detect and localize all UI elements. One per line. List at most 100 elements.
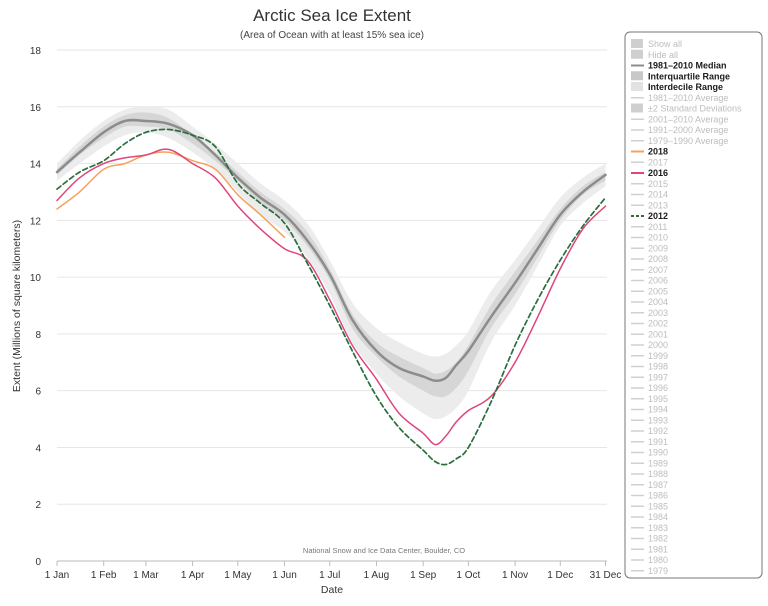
legend-item[interactable]: 1990 <box>631 448 668 458</box>
legend-item[interactable]: 2012 <box>631 211 668 221</box>
legend-label: 1979 <box>648 566 668 576</box>
legend-item[interactable]: Interdecile Range <box>631 82 723 92</box>
legend-item[interactable]: 2008 <box>631 254 668 264</box>
legend-label: Interdecile Range <box>648 82 723 92</box>
x-tick-label: 1 May <box>224 570 251 581</box>
legend-item[interactable]: 2001 <box>631 329 668 339</box>
x-tick-label: 1 Dec <box>547 570 573 581</box>
legend-label: 1992 <box>648 426 668 436</box>
x-tick-label: 1 Jun <box>272 570 296 581</box>
legend-item[interactable]: 1981 <box>631 544 668 554</box>
legend-item[interactable]: 1996 <box>631 383 668 393</box>
legend-label: 1990 <box>648 448 668 458</box>
legend-item[interactable]: 1980 <box>631 555 668 565</box>
legend-item[interactable]: 2015 <box>631 179 668 189</box>
y-tick-label: 6 <box>35 387 41 398</box>
legend-label: 2010 <box>648 233 668 243</box>
x-tick-label: 1 Apr <box>181 570 205 581</box>
legend-item[interactable]: 2013 <box>631 200 668 210</box>
legend-item[interactable]: 1993 <box>631 415 668 425</box>
x-tick-label: 1 Aug <box>364 570 390 581</box>
legend-item[interactable]: 2001–2010 Average <box>631 114 728 124</box>
y-tick-label: 10 <box>30 273 42 284</box>
legend-item[interactable]: 1984 <box>631 512 668 522</box>
legend-item[interactable]: 2004 <box>631 297 668 307</box>
legend-label: 2009 <box>648 243 668 253</box>
x-tick-label: 1 Feb <box>91 570 117 581</box>
legend-item[interactable]: 2005 <box>631 286 668 296</box>
legend-item[interactable]: 2003 <box>631 308 668 318</box>
legend-label: 2006 <box>648 276 668 286</box>
legend-item[interactable]: 2009 <box>631 243 668 253</box>
legend-item[interactable]: 2007 <box>631 265 668 275</box>
legend-swatch <box>631 39 643 48</box>
legend-item[interactable]: 1998 <box>631 362 668 372</box>
legend-item[interactable]: 1986 <box>631 491 668 501</box>
legend-item[interactable]: 1981–2010 Average <box>631 93 728 103</box>
legend-label: 1980 <box>648 555 668 565</box>
legend-label: 2001 <box>648 329 668 339</box>
series-line <box>55 118 607 383</box>
legend-label: 1981–2010 Median <box>648 61 727 71</box>
y-axis-title: Extent (Millions of square kilometers) <box>11 220 23 392</box>
legend-label: 1979–1990 Average <box>648 136 728 146</box>
legend-label: 2011 <box>648 222 667 232</box>
legend-item[interactable]: 1981–2010 Median <box>631 61 727 71</box>
legend-item[interactable]: 2002 <box>631 319 668 329</box>
legend-item[interactable]: 2016 <box>631 168 668 178</box>
legend-label: 2017 <box>648 157 668 167</box>
legend-item[interactable]: 1991–2000 Average <box>631 125 728 135</box>
series-line <box>56 151 286 239</box>
legend-item[interactable]: Hide all <box>631 49 678 60</box>
series-line <box>56 128 607 466</box>
legend-item[interactable]: 1997 <box>631 372 668 382</box>
x-tick-label: 1 Sep <box>410 570 437 581</box>
legend-label: 1999 <box>648 351 668 361</box>
legend-item[interactable]: 1979 <box>631 566 668 576</box>
legend-item[interactable]: 2018 <box>631 147 668 157</box>
legend-label: 2002 <box>648 319 668 329</box>
legend-label: Show all <box>648 39 682 49</box>
legend-item[interactable]: 2011 <box>631 222 667 232</box>
legend-item[interactable]: 1989 <box>631 458 668 468</box>
legend-item[interactable]: 1985 <box>631 501 668 511</box>
legend-item[interactable]: 1991 <box>631 437 668 447</box>
legend-item[interactable]: 1994 <box>631 405 668 415</box>
legend-label: 1995 <box>648 394 668 404</box>
y-tick-label: 4 <box>35 443 41 454</box>
legend-item[interactable]: 2010 <box>631 233 668 243</box>
legend-label: 1981–2010 Average <box>648 93 728 103</box>
legend-item[interactable]: 2006 <box>631 276 668 286</box>
y-tick-label: 16 <box>30 103 42 114</box>
legend-label: 2005 <box>648 286 668 296</box>
chart-title: Arctic Sea Ice Extent <box>253 6 411 25</box>
x-tick-label: 1 Mar <box>133 570 159 581</box>
x-axis-title: Date <box>321 584 343 596</box>
legend-item[interactable]: 1982 <box>631 534 668 544</box>
legend-item[interactable]: Interquartile Range <box>631 71 730 81</box>
legend-item[interactable]: 2014 <box>631 190 668 200</box>
legend-item[interactable]: 1988 <box>631 469 668 479</box>
legend-item[interactable]: 2017 <box>631 157 668 167</box>
legend-item[interactable]: ±2 Standard Deviations <box>631 103 742 114</box>
x-tick-label: 1 Jul <box>319 570 340 581</box>
legend-label: 2000 <box>648 340 668 350</box>
legend-item[interactable]: Show all <box>631 39 682 49</box>
legend-item[interactable]: 1992 <box>631 426 668 436</box>
legend-item[interactable]: 1983 <box>631 523 668 533</box>
legend-label: 1994 <box>648 405 668 415</box>
y-tick-label: 14 <box>30 160 42 171</box>
legend-label: 2001–2010 Average <box>648 114 728 124</box>
legend-label: 1996 <box>648 383 668 393</box>
legend-label: 2016 <box>648 168 668 178</box>
legend-label: 2007 <box>648 265 668 275</box>
legend-item[interactable]: 1987 <box>631 480 668 490</box>
legend-item[interactable]: 1999 <box>631 351 668 361</box>
x-tick-label: 1 Oct <box>456 570 480 581</box>
legend-item[interactable]: 1979–1990 Average <box>631 136 728 146</box>
legend-label: Hide all <box>648 50 678 60</box>
legend-label: 2003 <box>648 308 668 318</box>
legend-item[interactable]: 2000 <box>631 340 668 350</box>
legend-item[interactable]: 1995 <box>631 394 668 404</box>
